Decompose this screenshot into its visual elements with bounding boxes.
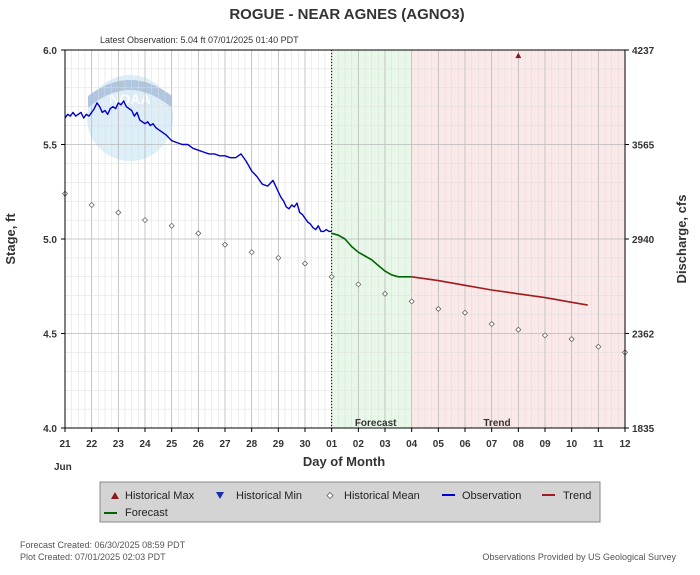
latest-observation-label: Latest Observation: 5.04 ft 07/01/2025 0… [100,35,299,45]
legend-label: Forecast [125,507,168,519]
forecast-series-line [331,232,412,278]
historical-mean-point [248,249,255,256]
x-tick-label: 24 [139,439,151,450]
plot-created-label: Plot Created: 07/01/2025 02:03 PDT [20,552,166,562]
x-tick-label: 04 [406,439,418,450]
historical-mean-point [515,326,522,333]
historical-mean-point [595,343,602,350]
legend: Historical Max Historical Min Historical… [99,481,601,523]
legend-item-trend: Trend [542,490,591,502]
provider-label: Observations Provided by US Geological S… [482,552,676,562]
x-tick-label: 07 [486,439,498,450]
trend-region-label: Trend [483,418,510,429]
x-tick-label: 06 [459,439,471,450]
legend-box [99,481,601,523]
x-tick-label: 28 [246,439,258,450]
y2-tick-label: 2362 [632,330,655,341]
y-tick-label: 4.0 [43,424,57,435]
y2-tick-label: 2940 [632,235,655,246]
historical-mean-point [168,222,175,229]
historical-mean-point [221,241,229,248]
legend-item-historical-min: Historical Min [216,490,302,502]
historical-mean-point [381,290,389,297]
chart-title: ROGUE - NEAR AGNES (AGNO3) [229,6,464,23]
y-tick-label: 5.0 [43,235,57,246]
x-tick-label: 05 [433,439,445,450]
y-tick-label: 4.5 [43,330,57,341]
historical-mean-point [408,298,415,305]
historical-mean-point [461,309,469,316]
historical-mean-point [88,201,95,209]
trend-series-line [411,276,588,306]
legend-label: Observation [462,490,521,502]
legend-item-historical-max: Historical Max [111,490,195,502]
plot-area: Forecast Trend 21 22 23 24 25 26 27 28 29 30 01 02 03 0… [43,46,655,450]
historical-mean-point [355,281,362,288]
x-tick-label: 21 [59,439,71,450]
historical-mean-point [328,273,335,280]
legend-label: Trend [563,490,591,502]
historical-mean-point [115,209,122,216]
x-axis-label: Day of Month [303,454,385,469]
x-tick-label: 23 [113,439,125,450]
y2-tick-label: 3565 [632,141,655,152]
legend-label: Historical Min [236,490,302,502]
x-tick-label: 27 [219,439,231,450]
historical-mean-point [541,332,549,339]
x-tick-label: 01 [326,439,338,450]
y2-axis-label: Discharge, cfs [674,195,689,284]
y-tick-label: 6.0 [43,46,57,57]
svg-text:NOAA: NOAA [109,91,150,107]
historical-mean-point [568,336,575,343]
x-tick-label: 29 [273,439,285,450]
x-tick-label: 10 [566,439,578,450]
legend-label: Historical Mean [344,490,420,502]
y2-tick-label: 4237 [632,46,655,57]
legend-label: Historical Max [125,490,195,502]
month-label: Jun [54,462,72,473]
legend-item-observation: Observation [442,490,521,502]
forecast-created-label: Forecast Created: 06/30/2025 08:59 PDT [20,540,186,550]
x-tick-label: 11 [593,439,604,450]
forecast-region-label: Forecast [355,418,397,429]
x-tick-label: 02 [353,439,365,450]
x-tick-label: 30 [299,439,311,450]
historical-max-point [515,52,522,59]
historical-mean-point [301,260,309,267]
y-axis-label: Stage, ft [3,213,18,265]
legend-item-forecast: Forecast [104,507,168,519]
historical-min-marker-icon [216,492,224,499]
y-tick-label: 5.5 [43,141,57,152]
historical-mean-point [488,320,495,328]
legend-item-historical-mean: Historical Mean [326,490,420,502]
historical-max-marker-icon [111,492,119,499]
historical-mean-point [195,230,202,237]
observation-series-line [64,100,332,233]
historical-mean-point [435,305,442,312]
historical-mean-marker-icon [326,491,334,500]
historical-mean-point [141,217,149,224]
x-tick-label: 08 [513,439,525,450]
x-tick-label: 26 [193,439,205,450]
x-tick-label: 12 [619,439,631,450]
x-tick-label: 03 [379,439,391,450]
x-tick-label: 09 [539,439,551,450]
historical-mean-point [275,254,282,261]
x-tick-label: 22 [86,439,98,450]
x-tick-label: 25 [166,439,178,450]
y2-tick-label: 1835 [632,424,655,435]
